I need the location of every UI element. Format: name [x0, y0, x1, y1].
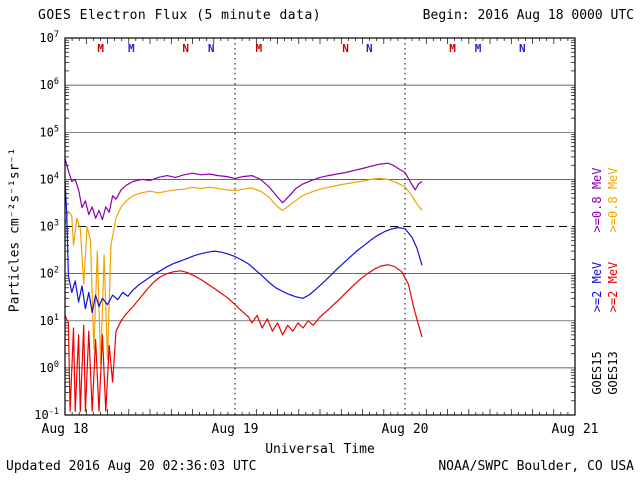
- series-goes13-0.8-mev: [64, 177, 423, 365]
- event-marker-N: N: [208, 42, 215, 55]
- event-marker-M: M: [97, 42, 104, 55]
- y-tick-label: 105: [39, 124, 59, 139]
- legend-energy-high-goes15: >=0.8 MeV: [590, 167, 604, 233]
- series-goes13-2-mev: [64, 264, 423, 412]
- y-tick-label: 101: [39, 313, 59, 328]
- event-marker-N: N: [182, 42, 189, 55]
- legend-satellite-goes13: GOES13: [606, 351, 620, 395]
- source-label: NOAA/SWPC Boulder, CO USA: [438, 459, 634, 474]
- event-marker-M: M: [128, 42, 135, 55]
- y-axis-label: Particles cm⁻²s⁻¹sr⁻¹: [7, 147, 23, 313]
- legend-energy-low-goes15: >=2 MeV: [590, 261, 604, 313]
- x-tick-label: Aug 18: [42, 422, 89, 437]
- x-tick-label: Aug 20: [382, 422, 429, 437]
- y-tick-label: 106: [39, 77, 59, 92]
- y-tick-label: 107: [39, 30, 59, 45]
- y-tick-label: 102: [39, 266, 59, 281]
- y-tick-label: 100: [39, 360, 59, 375]
- chart-title: GOES Electron Flux (5 minute data): [38, 8, 322, 23]
- event-marker-M: M: [475, 42, 482, 55]
- series-goes15-2-mev: [64, 181, 423, 314]
- event-marker-N: N: [519, 42, 526, 55]
- event-marker-M: M: [449, 42, 456, 55]
- begin-time-label: Begin: 2016 Aug 18 0000 UTC: [422, 8, 634, 23]
- x-tick-label: Aug 21: [552, 422, 599, 437]
- series-goes15-0.8-mev: [64, 158, 423, 221]
- updated-timestamp: Updated 2016 Aug 20 02:36:03 UTC: [6, 459, 257, 474]
- legend-energy-low-goes13: >=2 MeV: [606, 261, 620, 313]
- y-tick-label: 103: [39, 219, 59, 234]
- y-tick-label: 10-1: [34, 407, 59, 422]
- x-tick-label: Aug 19: [212, 422, 259, 437]
- event-marker-N: N: [366, 42, 373, 55]
- event-marker-M: M: [255, 42, 262, 55]
- y-tick-label: 104: [39, 171, 59, 186]
- plot-border: [64, 37, 576, 416]
- x-axis-label: Universal Time: [265, 442, 375, 457]
- event-marker-N: N: [342, 42, 349, 55]
- legend-satellite-goes15: GOES15: [590, 351, 604, 395]
- legend-energy-high-goes13: >=0.8 MeV: [606, 167, 620, 233]
